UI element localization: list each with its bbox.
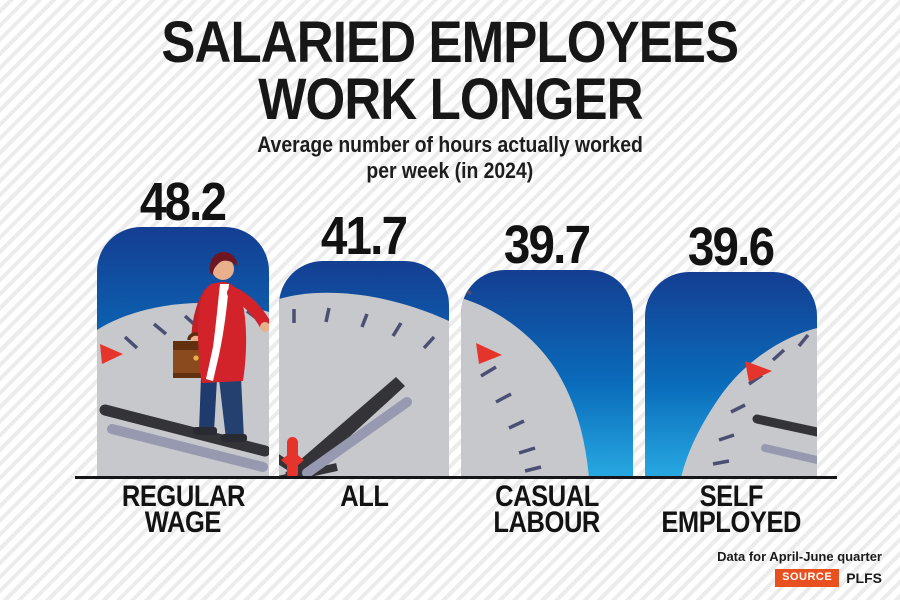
clock-illustration-3 xyxy=(461,284,589,478)
category-label-casual-labour: CASUAL LABOUR xyxy=(493,480,601,539)
businessman-hair xyxy=(209,251,238,275)
bar-all xyxy=(279,261,449,478)
bar-value-self-employed: 39.6 xyxy=(688,217,775,277)
businessman-shoe xyxy=(193,427,217,435)
clock-illustration-2 xyxy=(279,292,449,478)
subtitle-line-1: Average number of hours actually worked xyxy=(257,132,643,157)
category-label-regular-wage: REGULAR WAGE xyxy=(121,480,245,539)
businessman-leg xyxy=(199,377,217,432)
bar-value-all: 41.7 xyxy=(321,206,408,266)
businessman-hand xyxy=(260,322,269,332)
clock-hand-shadow xyxy=(107,424,268,472)
bar-self-employed xyxy=(645,272,817,478)
clock-illustration-1 xyxy=(97,251,269,478)
businessman-shoe xyxy=(221,434,247,442)
clock-ticks xyxy=(292,307,436,350)
title-line-2: WORK LONGER xyxy=(257,67,643,132)
clock-hand-shadow xyxy=(761,444,817,464)
data-period-note: Data for April-June quarter xyxy=(717,549,882,564)
businessman-illustration xyxy=(173,251,269,442)
clock-face xyxy=(461,298,589,478)
businessman-front-arm xyxy=(227,287,269,330)
source-badge: SOURCE xyxy=(775,569,840,587)
axis-baseline xyxy=(75,476,837,479)
clock-face xyxy=(279,292,449,478)
bar-regular-wage xyxy=(97,227,269,478)
bar-value-regular-wage: 48.2 xyxy=(140,172,227,232)
category-label-self-employed: SELF EMPLOYED xyxy=(661,480,801,539)
footer: Data for April-June quarter SOURCE PLFS xyxy=(717,548,882,587)
businessman-scarf xyxy=(206,284,229,381)
page-title: SALARIED EMPLOYEES WORK LONGER xyxy=(0,10,900,132)
title-line-1: SALARIED EMPLOYEES xyxy=(161,10,740,75)
briefcase-clasp xyxy=(193,355,199,361)
bar-value-casual-labour: 39.7 xyxy=(504,215,591,275)
source-value: PLFS xyxy=(846,570,882,586)
clock-pin-icon xyxy=(281,451,304,470)
clock-marker-icon xyxy=(476,343,502,364)
clock-hand xyxy=(285,377,405,478)
subtitle-line-2: per week (in 2024) xyxy=(366,158,534,183)
source-row: SOURCE PLFS xyxy=(717,569,882,587)
businessman-leg xyxy=(219,377,244,439)
chart-subtitle: Average number of hours actually worked … xyxy=(0,132,900,184)
bar-casual-labour xyxy=(461,270,633,478)
clock-ticks xyxy=(461,284,542,473)
category-label-all: ALL xyxy=(339,480,389,513)
clock-face xyxy=(681,328,817,478)
clock-marker-icon xyxy=(745,361,772,382)
clock-marker-icon xyxy=(100,344,123,364)
clock-hand xyxy=(99,404,269,457)
clock-hand xyxy=(752,414,817,437)
clock-illustration-4 xyxy=(681,328,817,478)
clock-hand-shadow xyxy=(302,397,412,478)
